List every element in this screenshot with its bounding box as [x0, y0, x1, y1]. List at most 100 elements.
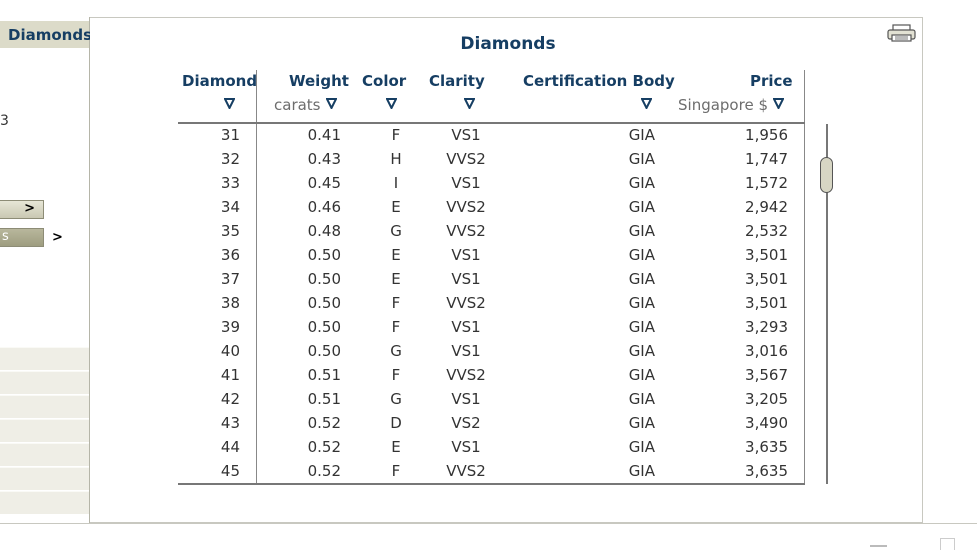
column-header-certification-body[interactable]: Certification Body	[523, 72, 675, 90]
cell-price: 3,205	[745, 390, 788, 408]
cell-diamond: 38	[220, 294, 240, 312]
cell-diamond: 37	[220, 270, 240, 288]
cell-diamond: 43	[220, 414, 240, 432]
sort-price-icon[interactable]	[773, 98, 784, 109]
table-row[interactable]: 31 0.41 F VS1 GIA 1,956	[178, 124, 805, 148]
cell-price: 2,942	[745, 198, 788, 216]
column-header-diamond[interactable]: Diamond	[182, 72, 258, 90]
cell-certification-body: GIA	[628, 438, 655, 456]
cell-clarity: VS1	[451, 390, 481, 408]
cell-price: 3,501	[745, 246, 788, 264]
cell-diamond: 31	[220, 126, 240, 144]
sidebar-next-button[interactable]: >	[0, 200, 44, 219]
column-header-clarity[interactable]: Clarity	[429, 72, 485, 90]
sort-certification-icon[interactable]	[641, 98, 652, 109]
table-row[interactable]: 34 0.46 E VVS2 GIA 2,942	[178, 196, 805, 220]
cell-clarity: VS1	[451, 246, 481, 264]
sidebar-strip	[0, 371, 89, 394]
sort-clarity-icon[interactable]	[464, 98, 475, 109]
table-row[interactable]: 42 0.51 G VS1 GIA 3,205	[178, 388, 805, 412]
cell-diamond: 34	[220, 198, 240, 216]
table-rule	[178, 483, 805, 485]
cell-color: E	[391, 198, 401, 216]
cell-weight: 0.50	[307, 270, 341, 288]
cell-weight: 0.45	[307, 174, 341, 192]
column-header-price[interactable]: Price	[750, 72, 793, 90]
table-row[interactable]: 37 0.50 E VS1 GIA 3,501	[178, 268, 805, 292]
sort-weight-icon[interactable]	[326, 98, 337, 109]
table-row[interactable]: 36 0.50 E VS1 GIA 3,501	[178, 244, 805, 268]
cell-color: F	[391, 126, 401, 144]
cell-price: 1,572	[745, 174, 788, 192]
cell-diamond: 33	[220, 174, 240, 192]
cell-clarity: VS1	[451, 318, 481, 336]
cell-price: 2,532	[745, 222, 788, 240]
scrollbar-track[interactable]	[826, 124, 828, 484]
cell-color: F	[391, 294, 401, 312]
cell-color: E	[391, 270, 401, 288]
table-row[interactable]: 35 0.48 G VVS2 GIA 2,532	[178, 220, 805, 244]
printer-icon[interactable]	[887, 24, 916, 43]
cell-certification-body: GIA	[628, 414, 655, 432]
sidebar-arrow: >	[52, 230, 63, 245]
cell-certification-body: GIA	[628, 222, 655, 240]
table-row[interactable]: 43 0.52 D VS2 GIA 3,490	[178, 412, 805, 436]
cell-color: G	[390, 390, 402, 408]
cell-weight: 0.51	[307, 366, 341, 384]
table-rule	[178, 122, 805, 124]
sidebar-strip	[0, 491, 89, 514]
table-row[interactable]: 32 0.43 H VVS2 GIA 1,747	[178, 148, 805, 172]
cell-color: G	[390, 222, 402, 240]
sort-color-icon[interactable]	[386, 98, 397, 109]
cell-certification-body: GIA	[628, 198, 655, 216]
cell-color: F	[391, 318, 401, 336]
scrollbar-thumb[interactable]	[820, 157, 833, 193]
cell-diamond: 35	[220, 222, 240, 240]
left-pane: Diamonds 3 > s >	[0, 17, 92, 523]
cell-weight: 0.46	[307, 198, 341, 216]
column-header-color[interactable]: Color	[362, 72, 407, 90]
cell-price: 3,490	[745, 414, 788, 432]
cell-certification-body: GIA	[628, 174, 655, 192]
cell-color: F	[391, 366, 401, 384]
sidebar-strip	[0, 395, 89, 418]
sidebar-title: Diamonds	[0, 21, 92, 48]
cell-price: 1,747	[745, 150, 788, 168]
cell-certification-body: GIA	[628, 342, 655, 360]
cell-diamond: 32	[220, 150, 240, 168]
cell-weight: 0.50	[307, 318, 341, 336]
cell-weight: 0.50	[307, 246, 341, 264]
cell-clarity: VS1	[451, 342, 481, 360]
table-row[interactable]: 33 0.45 I VS1 GIA 1,572	[178, 172, 805, 196]
cell-clarity: VS1	[451, 438, 481, 456]
cell-certification-body: GIA	[628, 462, 655, 480]
cell-diamond: 40	[220, 342, 240, 360]
cell-price: 1,956	[745, 126, 788, 144]
weight-unit-label: carats	[274, 96, 321, 114]
cell-diamond: 42	[220, 390, 240, 408]
cell-certification-body: GIA	[628, 270, 655, 288]
cell-price: 3,567	[745, 366, 788, 384]
table-row[interactable]: 44 0.52 E VS1 GIA 3,635	[178, 436, 805, 460]
cell-clarity: VS2	[451, 414, 481, 432]
sort-diamond-icon[interactable]	[224, 98, 235, 109]
table-row[interactable]: 41 0.51 F VVS2 GIA 3,567	[178, 364, 805, 388]
cell-weight: 0.48	[307, 222, 341, 240]
cell-certification-body: GIA	[628, 126, 655, 144]
sidebar-secondary-button[interactable]: s	[0, 228, 44, 247]
table-row[interactable]: 40 0.50 G VS1 GIA 3,016	[178, 340, 805, 364]
cell-weight: 0.43	[307, 150, 341, 168]
column-header-weight[interactable]: Weight	[289, 72, 349, 90]
table-row[interactable]: 38 0.50 F VVS2 GIA 3,501	[178, 292, 805, 316]
cell-color: H	[390, 150, 402, 168]
cell-color: E	[391, 438, 401, 456]
cell-color: G	[390, 342, 402, 360]
table-row[interactable]: 45 0.52 F VVS2 GIA 3,635	[178, 460, 805, 484]
cell-price: 3,501	[745, 270, 788, 288]
cell-price: 3,016	[745, 342, 788, 360]
cell-color: D	[390, 414, 402, 432]
cell-weight: 0.50	[307, 342, 341, 360]
table-row[interactable]: 39 0.50 F VS1 GIA 3,293	[178, 316, 805, 340]
cell-clarity: VVS2	[446, 462, 486, 480]
cell-diamond: 41	[220, 366, 240, 384]
